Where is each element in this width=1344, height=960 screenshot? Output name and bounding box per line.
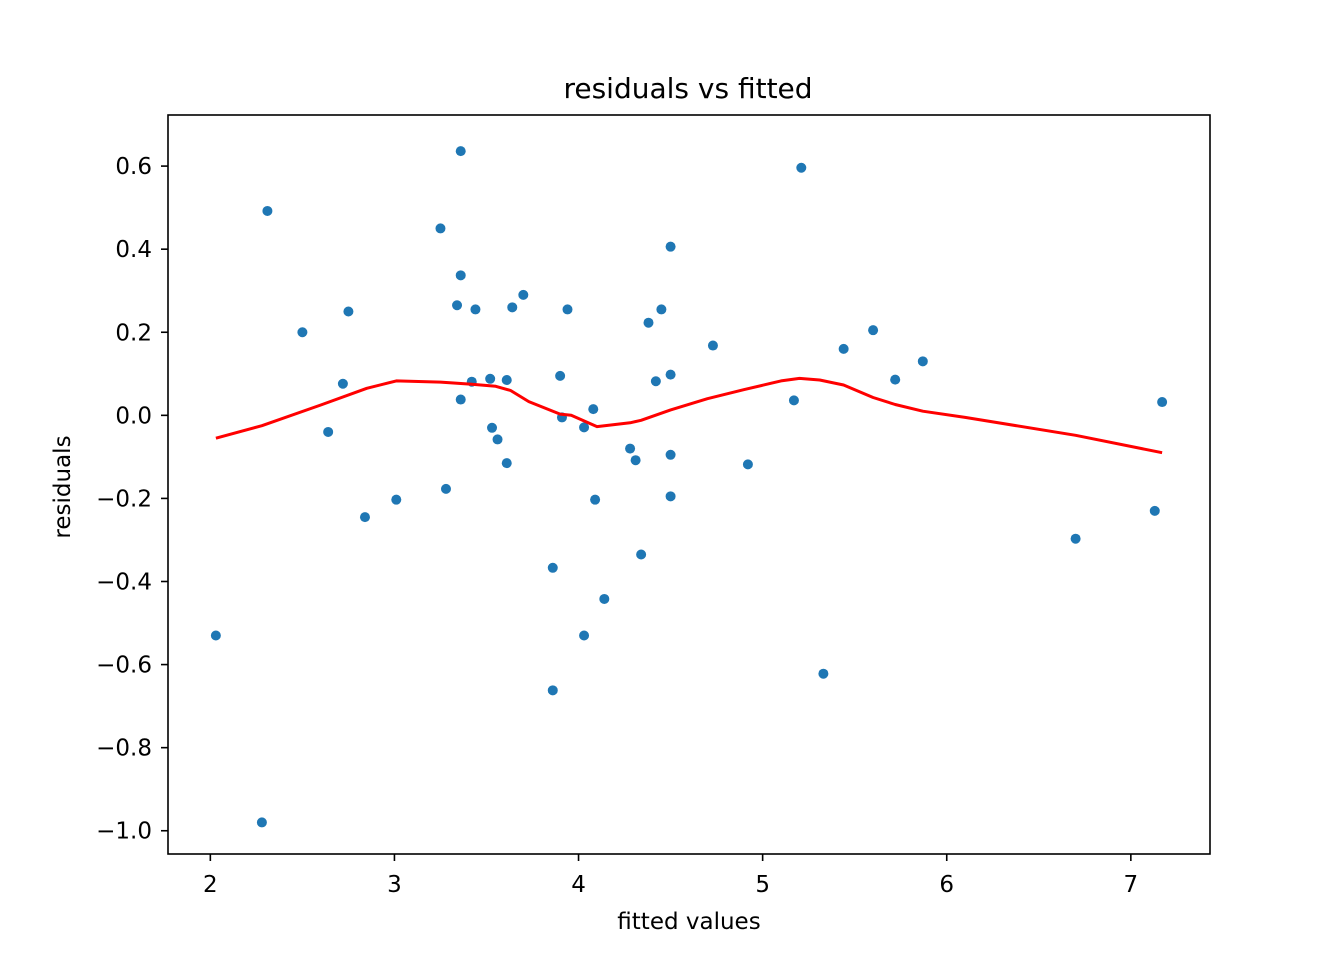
scatter-point bbox=[256, 817, 267, 828]
scatter-point bbox=[440, 483, 451, 494]
scatter-point bbox=[579, 422, 590, 433]
scatter-points bbox=[210, 146, 1168, 828]
scatter-point bbox=[796, 162, 807, 173]
scatter-point bbox=[452, 300, 463, 311]
scatter-point bbox=[323, 426, 334, 437]
y-tick-label: −1.0 bbox=[96, 819, 152, 845]
scatter-point bbox=[470, 304, 481, 315]
scatter-point bbox=[547, 562, 558, 573]
y-axis-ticks: 0.6 0.4 0.2 0.0 −0.2 −0.4 −0.6 −0.8 −1.0 bbox=[96, 154, 168, 845]
y-tick-label: −0.8 bbox=[96, 736, 152, 762]
scatter-point bbox=[665, 449, 676, 460]
scatter-point bbox=[588, 404, 599, 415]
scatter-point bbox=[455, 394, 466, 405]
scatter-point bbox=[665, 369, 676, 380]
scatter-point bbox=[1157, 397, 1168, 408]
scatter-point bbox=[630, 455, 641, 466]
x-tick-label: 4 bbox=[571, 872, 586, 898]
scatter-point bbox=[788, 395, 799, 406]
scatter-point bbox=[487, 422, 498, 433]
scatter-point bbox=[707, 340, 718, 351]
scatter-point bbox=[625, 443, 636, 454]
scatter-point bbox=[665, 491, 676, 502]
scatter-point bbox=[636, 549, 647, 560]
scatter-point bbox=[501, 458, 512, 469]
scatter-point bbox=[868, 325, 879, 336]
x-axis-label: fitted values bbox=[617, 909, 760, 935]
scatter-point bbox=[1070, 533, 1081, 544]
scatter-point bbox=[890, 374, 901, 385]
scatter-point bbox=[742, 459, 753, 470]
scatter-point bbox=[590, 494, 601, 505]
y-axis-label: residuals bbox=[50, 435, 76, 538]
scatter-point bbox=[838, 343, 849, 354]
scatter-point bbox=[359, 512, 370, 523]
scatter-point bbox=[818, 668, 829, 679]
plot-frame bbox=[167, 114, 1211, 855]
y-tick-label: 0.4 bbox=[115, 237, 152, 263]
scatter-point bbox=[435, 223, 446, 234]
scatter-point bbox=[650, 376, 661, 387]
scatter-point bbox=[337, 378, 348, 389]
scatter-point bbox=[210, 630, 221, 641]
y-tick-label: 0.2 bbox=[115, 320, 152, 346]
scatter-point bbox=[562, 304, 573, 315]
scatter-point bbox=[297, 327, 308, 338]
y-tick-label: −0.4 bbox=[96, 569, 152, 595]
scatter-point bbox=[455, 270, 466, 281]
scatter-point bbox=[455, 146, 466, 157]
scatter-point bbox=[262, 205, 273, 216]
scatter-point bbox=[599, 593, 610, 604]
x-tick-label: 7 bbox=[1124, 872, 1139, 898]
scatter-point bbox=[492, 434, 503, 445]
chart-title: residuals vs fitted bbox=[563, 72, 812, 105]
x-tick-label: 3 bbox=[387, 872, 402, 898]
scatter-point bbox=[1149, 505, 1160, 516]
scatter-point bbox=[518, 289, 529, 300]
scatter-point bbox=[555, 370, 566, 381]
scatter-point bbox=[343, 306, 354, 317]
scatter-point bbox=[501, 375, 512, 386]
x-tick-label: 6 bbox=[939, 872, 954, 898]
x-axis-ticks: 2 3 4 5 6 7 bbox=[203, 854, 1138, 898]
y-tick-label: 0.0 bbox=[115, 403, 152, 429]
scatter-point bbox=[547, 685, 558, 696]
scatter-point bbox=[656, 304, 667, 315]
y-tick-label: 0.6 bbox=[115, 154, 152, 180]
scatter-point bbox=[507, 302, 518, 313]
smooth-line bbox=[215, 376, 1163, 455]
x-tick-label: 5 bbox=[755, 872, 770, 898]
scatter-point bbox=[917, 356, 928, 367]
scatter-point bbox=[665, 241, 676, 252]
x-tick-label: 2 bbox=[203, 872, 218, 898]
y-tick-label: −0.2 bbox=[96, 486, 152, 512]
scatter-point bbox=[485, 373, 496, 384]
smooth-line-layer bbox=[215, 376, 1163, 455]
scatter-point bbox=[643, 317, 654, 328]
y-tick-label: −0.6 bbox=[96, 653, 152, 679]
scatter-point bbox=[579, 630, 590, 641]
scatter-point bbox=[391, 494, 402, 505]
